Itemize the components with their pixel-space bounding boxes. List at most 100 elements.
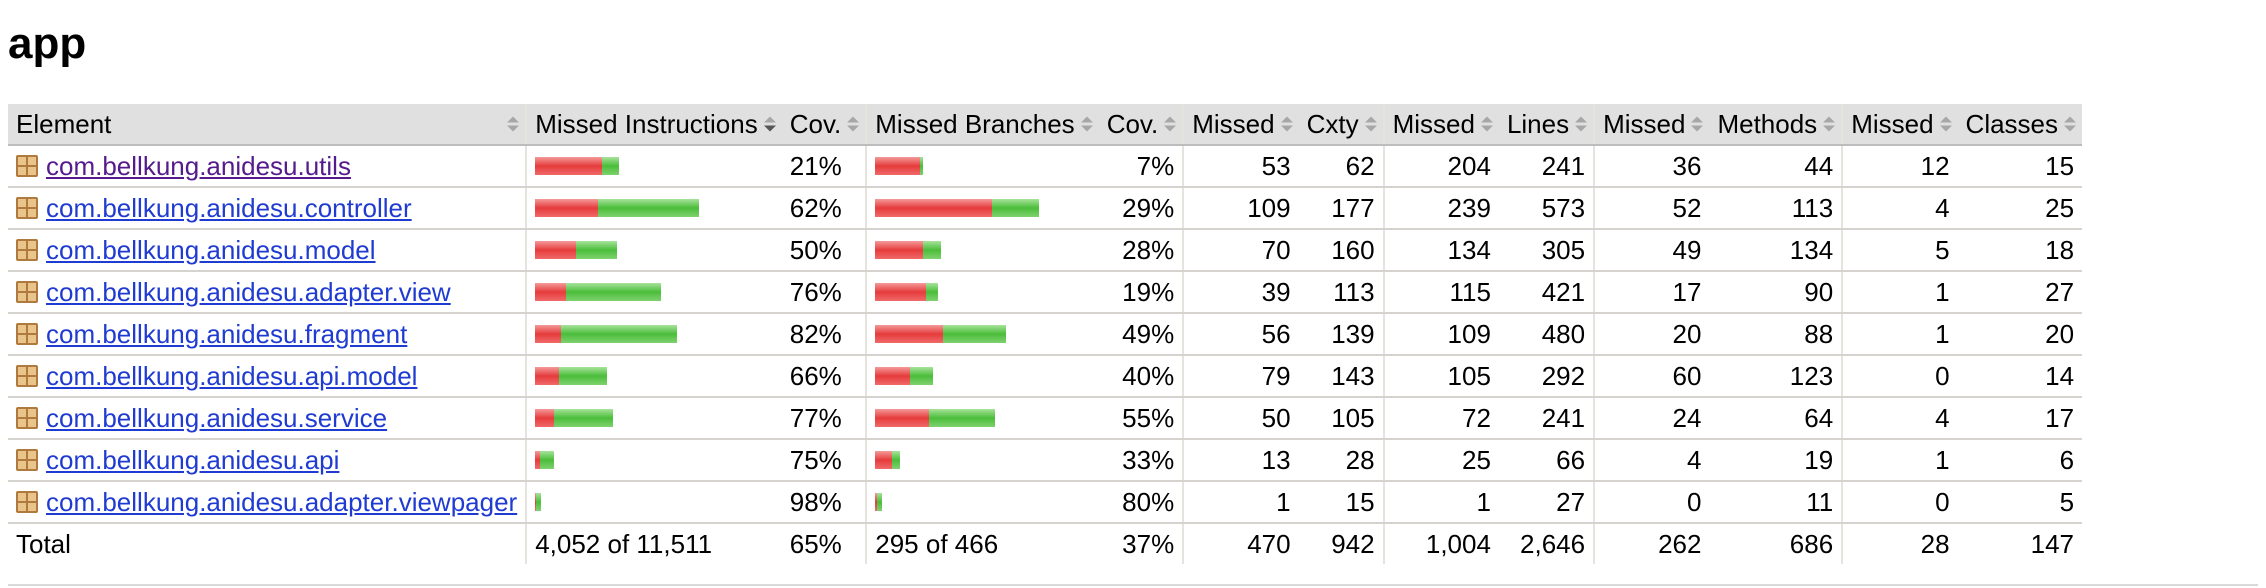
package-link[interactable]: com.bellkung.anidesu.utils xyxy=(46,150,351,181)
sort-icon xyxy=(1480,116,1493,132)
instructions-coverage: 77% xyxy=(781,397,867,440)
column-header[interactable]: Missed xyxy=(1182,104,1299,146)
cxty-missed: 13 xyxy=(1182,439,1299,482)
methods-missed: 17 xyxy=(1593,271,1710,314)
instructions-coverage: 66% xyxy=(781,355,867,398)
cxty: 139 xyxy=(1298,313,1384,356)
missed-bar-segment xyxy=(535,409,554,427)
missed-bar-segment xyxy=(535,451,541,469)
methods-missed: 20 xyxy=(1593,313,1710,356)
package-icon xyxy=(16,491,38,513)
column-header[interactable]: Methods xyxy=(1709,104,1843,146)
total-row: Total 4,052 of 11,511 65% 295 of 466 37%… xyxy=(8,523,2082,564)
missed-instructions-bar xyxy=(525,439,782,482)
missed-instructions-bar xyxy=(525,229,782,272)
covered-bar-segment xyxy=(919,157,924,175)
column-header[interactable]: Cov. xyxy=(1098,104,1184,146)
column-header[interactable]: Cxty xyxy=(1298,104,1384,146)
column-header-label: Methods xyxy=(1717,108,1818,139)
branches-coverage: 55% xyxy=(1098,397,1184,440)
sort-icon xyxy=(1939,116,1952,132)
total-cxty-missed: 470 xyxy=(1182,523,1299,564)
missed-bar-segment xyxy=(535,199,598,217)
column-header[interactable]: Missed Branches xyxy=(865,104,1099,146)
methods-missed: 49 xyxy=(1593,229,1710,272)
covered-bar-segment xyxy=(926,283,938,301)
missed-branches-bar xyxy=(865,355,1099,398)
sort-icon xyxy=(1364,116,1377,132)
cxty: 160 xyxy=(1298,229,1384,272)
missed-branches-bar xyxy=(865,145,1099,188)
sort-icon xyxy=(2064,116,2077,132)
covered-bar-segment xyxy=(942,325,1007,343)
column-header[interactable]: Missed xyxy=(1593,104,1710,146)
total-missed-instructions: 4,052 of 11,511 xyxy=(525,523,782,564)
package-link[interactable]: com.bellkung.anidesu.model xyxy=(46,234,376,265)
package-link[interactable]: com.bellkung.anidesu.api xyxy=(46,444,340,475)
total-missed-branches: 295 of 466 xyxy=(865,523,1099,564)
classes: 18 xyxy=(1957,229,2083,272)
cxty: 113 xyxy=(1298,271,1384,314)
column-header[interactable]: Missed Instructions xyxy=(525,104,782,146)
column-header-label: Missed xyxy=(1392,108,1475,139)
covered-bar-segment xyxy=(560,325,677,343)
package-link[interactable]: com.bellkung.anidesu.adapter.viewpager xyxy=(46,486,518,517)
classes: 17 xyxy=(1957,397,2083,440)
missed-branches-bar xyxy=(865,229,1099,272)
instructions-coverage: 75% xyxy=(781,439,867,482)
instructions-coverage: 62% xyxy=(781,187,867,230)
instructions-coverage: 21% xyxy=(781,145,867,188)
table-row: com.bellkung.anidesu.adapter.viewpager 98… xyxy=(8,481,2083,524)
column-header[interactable]: Classes xyxy=(1957,104,2083,146)
column-header-label: Missed xyxy=(1851,108,1934,139)
missed-bar-segment xyxy=(875,241,923,259)
methods: 44 xyxy=(1709,145,1843,188)
branches-coverage: 49% xyxy=(1098,313,1184,356)
cxty-missed: 39 xyxy=(1182,271,1299,314)
package-link[interactable]: com.bellkung.anidesu.fragment xyxy=(46,318,408,349)
column-header[interactable]: Missed xyxy=(1382,104,1499,146)
instructions-coverage: 82% xyxy=(781,313,867,356)
missed-bar-segment xyxy=(875,367,910,385)
covered-bar-segment xyxy=(540,451,554,469)
classes-missed: 0 xyxy=(1841,355,1958,398)
column-header[interactable]: Element xyxy=(8,104,527,146)
column-header[interactable]: Lines xyxy=(1498,104,1595,146)
table-body: com.bellkung.anidesu.utils 21% 7% 53 62 204 24… xyxy=(8,145,2083,524)
package-link[interactable]: com.bellkung.anidesu.adapter.view xyxy=(46,276,451,307)
column-header-label: Missed Instructions xyxy=(535,108,758,139)
missed-branches-bar xyxy=(865,439,1099,482)
column-header[interactable]: Missed xyxy=(1841,104,1958,146)
cxty: 15 xyxy=(1298,481,1384,524)
column-header-label: Lines xyxy=(1506,108,1570,139)
cxty: 62 xyxy=(1298,145,1384,188)
missed-branches-bar xyxy=(865,481,1099,524)
sort-icon xyxy=(1080,116,1093,132)
column-header-label: Cxty xyxy=(1306,108,1359,139)
column-header-label: Element xyxy=(16,108,112,139)
sort-icon xyxy=(1691,116,1704,132)
methods-missed: 4 xyxy=(1593,439,1710,482)
table-row: com.bellkung.anidesu.controller 62% 29% 109… xyxy=(8,187,2083,230)
total-classes-missed: 28 xyxy=(1841,523,1958,564)
cxty-missed: 50 xyxy=(1182,397,1299,440)
branches-coverage: 19% xyxy=(1098,271,1184,314)
package-link[interactable]: com.bellkung.anidesu.api.model xyxy=(46,360,418,391)
package-link[interactable]: com.bellkung.anidesu.controller xyxy=(46,192,412,223)
missed-instructions-bar xyxy=(525,481,782,524)
missed-branches-bar xyxy=(865,271,1099,314)
column-header[interactable]: Cov. xyxy=(781,104,867,146)
table-row: com.bellkung.anidesu.model 50% 28% 70 160 134… xyxy=(8,229,2083,272)
classes-missed: 12 xyxy=(1841,145,1958,188)
missed-bar-segment xyxy=(875,451,892,469)
header-row: Element Missed Instructions Cov. Missed Bra… xyxy=(8,104,2083,146)
methods: 113 xyxy=(1709,187,1843,230)
cxty: 177 xyxy=(1298,187,1384,230)
sort-icon xyxy=(1164,116,1177,132)
methods-missed: 52 xyxy=(1593,187,1710,230)
total-lines: 2,646 xyxy=(1520,528,1586,559)
table-row: com.bellkung.anidesu.service 77% 55% 50 105 7… xyxy=(8,397,2083,440)
missed-branches-bar xyxy=(865,397,1099,440)
package-link[interactable]: com.bellkung.anidesu.service xyxy=(46,402,388,433)
